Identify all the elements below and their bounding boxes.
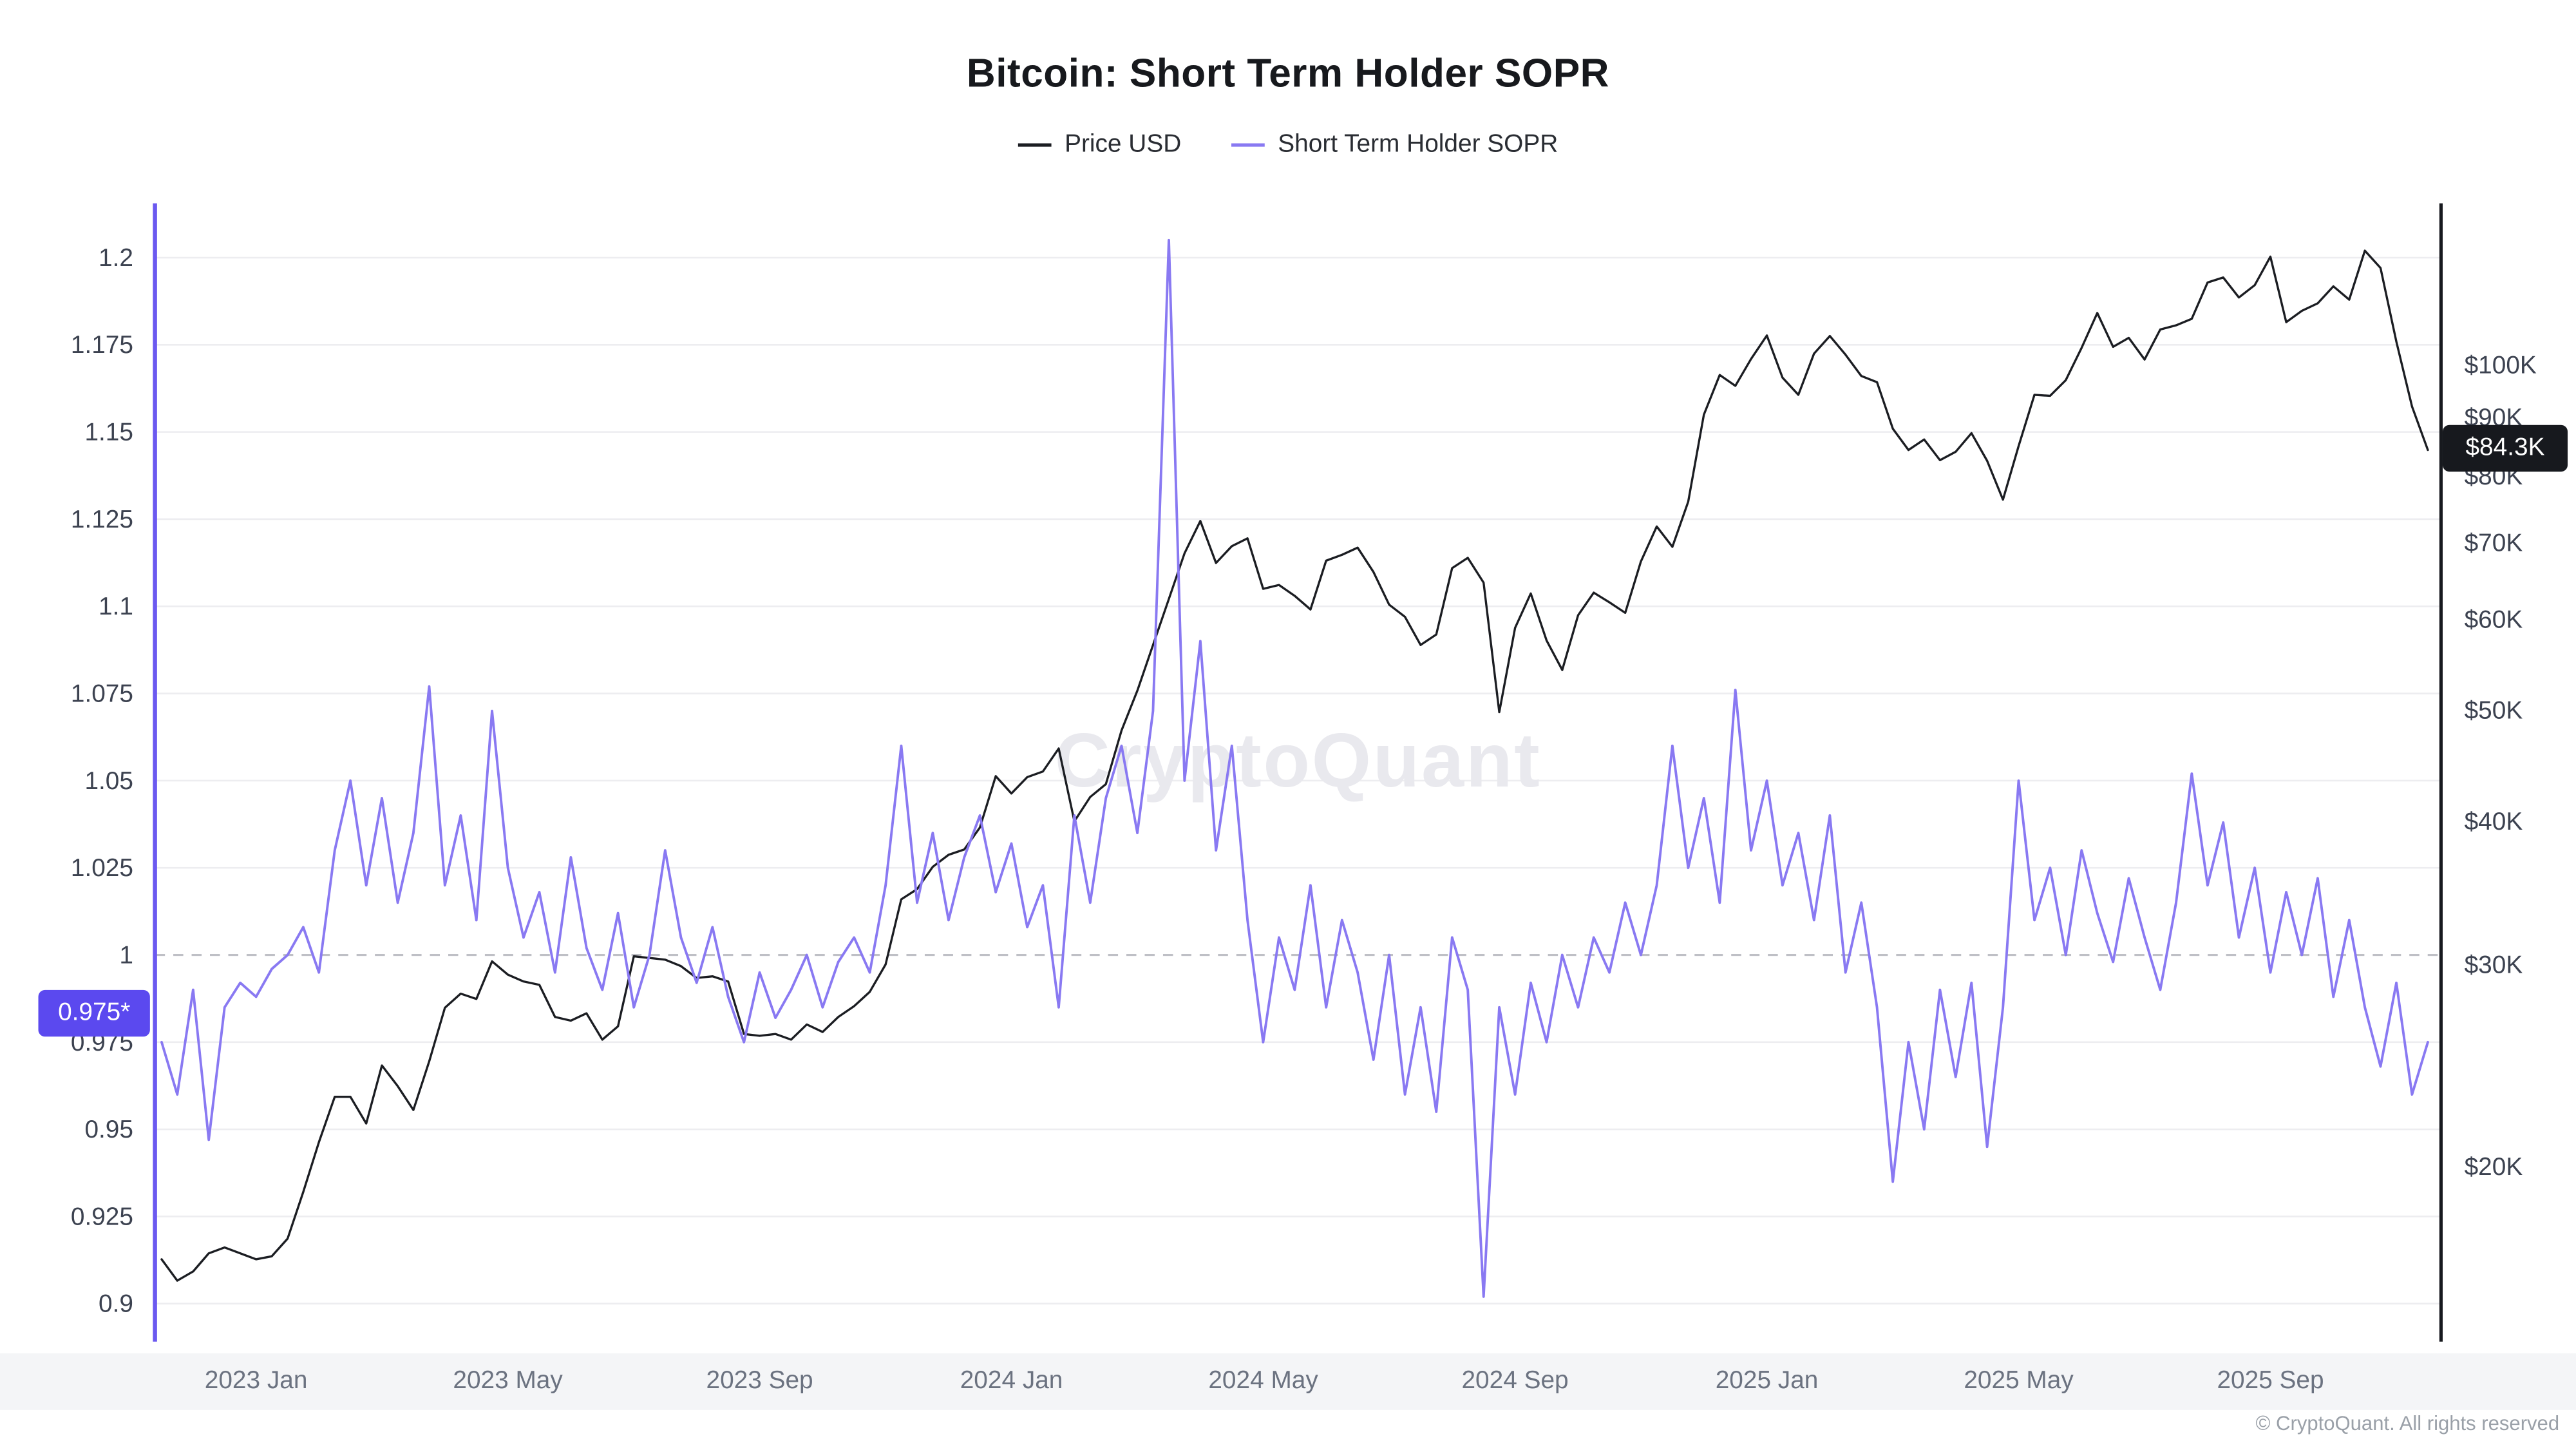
left-tick-label: 1.175 — [71, 331, 133, 359]
left-tick-label: 1.075 — [71, 680, 133, 708]
right-tick-label: $40K — [2465, 808, 2523, 835]
x-tick-label: 2025 Sep — [2217, 1366, 2324, 1394]
sopr-line — [160, 238, 2429, 1298]
left-axis-tick-labels: 1.21.1751.151.1251.11.0751.051.02510.975… — [71, 244, 133, 1318]
x-tick-label: 2023 May — [453, 1366, 563, 1394]
left-tick-label: 1 — [119, 941, 133, 969]
right-tick-label: $30K — [2465, 951, 2523, 978]
left-tick-label: 1.2 — [99, 244, 133, 272]
gridlines — [155, 256, 2441, 1305]
x-tick-label: 2024 Sep — [1461, 1366, 1568, 1394]
x-tick-label: 2025 Jan — [1716, 1366, 1819, 1394]
right-tick-label: $70K — [2465, 529, 2523, 557]
x-tick-label: 2025 May — [1964, 1366, 2074, 1394]
copyright-footer: © CryptoQuant. All rights reserved — [2255, 1411, 2560, 1435]
left-tick-label: 1.15 — [84, 419, 133, 446]
right-tick-label: $50K — [2465, 696, 2523, 724]
x-tick-label: 2024 Jan — [960, 1366, 1063, 1394]
legend-label-sopr: Short Term Holder SOPR — [1278, 129, 1558, 158]
left-tick-label: 1.1 — [99, 593, 133, 620]
right-tick-label: $60K — [2465, 606, 2523, 633]
price-line-swatch-icon — [1018, 142, 1052, 146]
price-current-value-badge: $84.3K — [2442, 425, 2568, 472]
price-usd-line — [160, 249, 2429, 1282]
left-tick-label: 1.125 — [71, 506, 133, 533]
x-axis-band — [0, 1353, 2576, 1410]
cryptoquant-watermark: CryptoQuant — [1055, 718, 1542, 803]
right-tick-label: $20K — [2465, 1153, 2523, 1181]
left-tick-label: 1.05 — [84, 767, 133, 795]
right-axis-tick-labels: $100K$90K$80K$70K$60K$50K$40K$30K$20K — [2465, 352, 2537, 1181]
legend: Price USD Short Term Holder SOPR — [0, 130, 2576, 158]
sopr-line-swatch-icon — [1231, 142, 1265, 146]
legend-item-price[interactable]: Price USD — [1018, 129, 1182, 158]
x-axis-tick-labels: 2023 Jan 2023 May 2023 Sep 2024 Jan 2024 May… — [205, 1366, 2324, 1394]
left-tick-label: 1.025 — [71, 854, 133, 882]
legend-item-sopr[interactable]: Short Term Holder SOPR — [1231, 130, 1558, 158]
page-title: Bitcoin: Short Term Holder SOPR — [966, 52, 1610, 97]
x-tick-label: 2023 Sep — [706, 1366, 813, 1394]
legend-label-price: Price USD — [1065, 129, 1182, 158]
x-tick-label: 2023 Jan — [205, 1366, 308, 1394]
left-tick-label: 0.95 — [84, 1116, 133, 1143]
left-tick-label: 0.925 — [71, 1203, 133, 1230]
right-tick-label: $100K — [2465, 352, 2537, 379]
left-tick-label: 0.9 — [99, 1290, 133, 1318]
x-tick-label: 2024 May — [1208, 1366, 1318, 1394]
sopr-current-value-badge: 0.975* — [38, 989, 150, 1037]
